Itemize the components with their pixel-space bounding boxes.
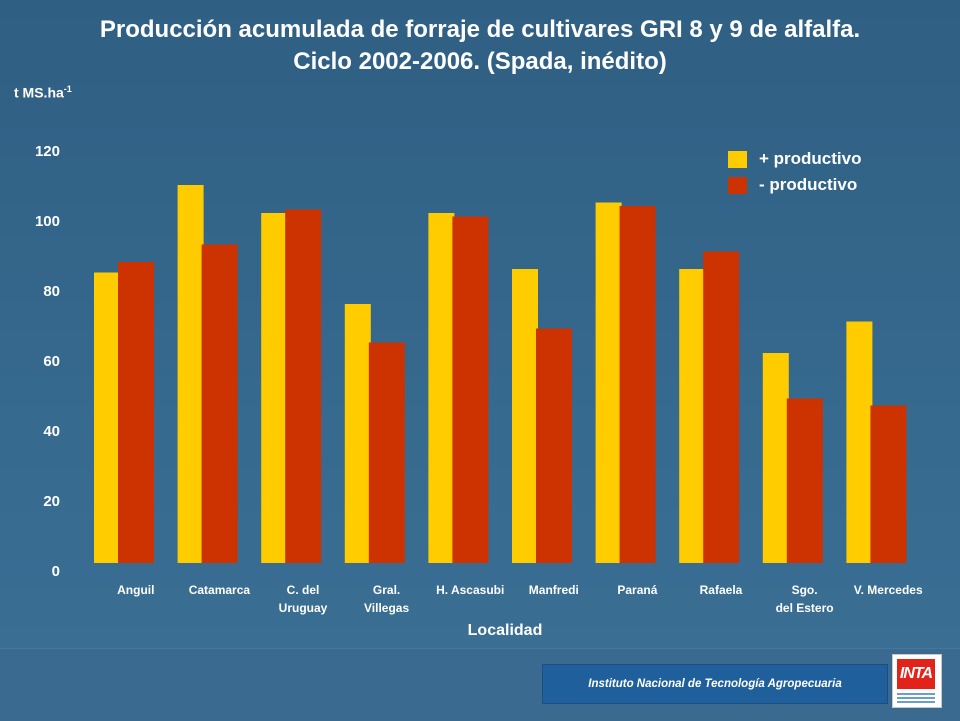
x-category-label-0: Anguil [117,583,154,597]
bar-more-productive-3 [344,304,371,563]
bar-more-productive-1 [177,185,204,563]
y-tick-label-40: 40 [43,423,60,440]
legend-swatch-more-productive [728,150,747,168]
inta-logo-text: INTA [897,659,935,689]
bar-less-productive-5 [536,328,572,563]
bar-more-productive-2 [261,213,288,563]
bar-more-productive-4 [428,213,455,563]
x-axis-label: Localidad [467,622,543,639]
x-category-label-3-line2: Villegas [364,601,409,615]
legend-item-less-productive: - productivo [728,172,861,198]
chart-title-line1: Producción acumulada de forraje de culti… [99,16,861,43]
y-axis-label: t MS.ha [14,84,64,101]
bar-more-productive-9 [846,321,873,563]
bar-more-productive-0 [94,272,120,563]
y-axis-label-exponent: -1 [63,84,72,94]
x-category-label-2: C. del [287,583,320,597]
bar-more-productive-7 [679,269,706,563]
bar-less-productive-8 [786,398,823,563]
x-category-label-2-line2: Uruguay [279,601,328,615]
x-category-label-8-line2: del Estero [776,601,834,615]
bar-less-productive-7 [703,251,740,563]
bar-more-productive-6 [595,202,622,563]
y-tick-label-80: 80 [43,283,60,300]
legend-label-more-productive: + productivo [759,149,862,168]
y-axis-ticks: 0 20 40 60 80 100 120 [35,143,60,580]
x-category-label-8: Sgo. [792,583,818,597]
y-tick-label-60: 60 [43,353,60,370]
x-category-label-5: Manfredi [529,583,579,597]
chart-title: Producción acumulada de forraje de culti… [0,14,960,78]
y-tick-label-0: 0 [52,563,60,580]
y-axis-unit: t MS.ha-1 [14,84,72,101]
bars [94,185,907,563]
x-category-label-7: Rafaela [700,583,743,597]
legend-swatch-less-productive [728,176,747,194]
bar-less-productive-2 [285,209,322,563]
legend-item-more-productive: + productivo [728,146,861,172]
bar-less-productive-0 [118,262,154,563]
y-tick-label-100: 100 [35,213,60,230]
bar-less-productive-4 [452,216,489,563]
x-category-label-4: H. Ascasubi [436,583,504,597]
inta-logo-stripes [897,693,935,703]
x-category-label-9: V. Mercedes [854,583,923,597]
x-category-label-1: Catamarca [189,583,251,597]
bar-less-productive-6 [619,206,656,563]
bar-less-productive-9 [870,405,907,563]
x-category-label-3: Gral. [373,583,400,597]
y-tick-label-20: 20 [43,493,60,510]
chart-title-line2: Ciclo 2002-2006. (Spada, inédito) [293,48,667,75]
inta-logo: INTA [892,654,942,708]
institution-banner: Instituto Nacional de Tecnología Agropec… [542,664,888,704]
x-axis-categories: Anguil Catamarca C. del Uruguay Gral. Villega… [117,583,923,615]
bar-less-productive-3 [368,342,405,563]
x-category-label-6: Paraná [617,583,657,597]
legend-label-less-productive: - productivo [759,175,858,194]
legend: + productivo - productivo [728,146,861,198]
bar-more-productive-5 [512,269,538,563]
bar-more-productive-8 [762,353,789,563]
y-tick-label-120: 120 [35,143,60,160]
bar-less-productive-1 [201,244,238,563]
